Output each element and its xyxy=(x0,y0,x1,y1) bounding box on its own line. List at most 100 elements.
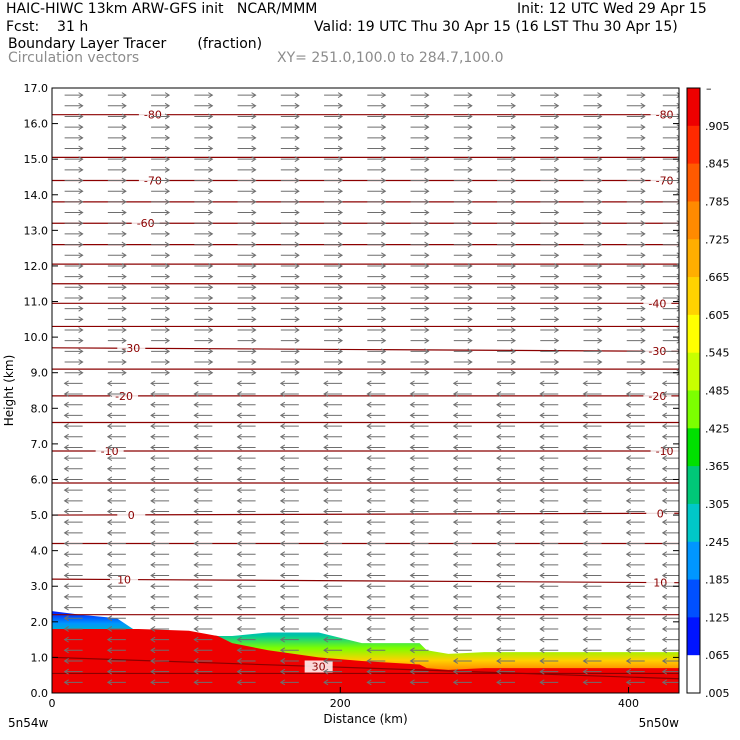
vector-arrowhead xyxy=(409,679,415,686)
vector-arrowhead xyxy=(625,636,632,643)
vector-arrowhead xyxy=(236,615,242,622)
vector-arrowhead xyxy=(676,113,679,120)
vector-arrowhead xyxy=(597,145,603,152)
vector-arrowhead xyxy=(208,124,214,131)
vector-arrowhead xyxy=(323,551,329,558)
colorbar-swatch xyxy=(687,390,700,429)
vector-arrowhead xyxy=(539,433,545,440)
y-tick-label: 7.0 xyxy=(31,438,49,451)
vector-arrowhead xyxy=(496,497,502,504)
vector-arrowhead xyxy=(279,679,286,686)
vector-arrowhead xyxy=(251,145,257,152)
vector-arrowhead xyxy=(63,529,69,536)
y-tick-label: 14.0 xyxy=(24,189,49,202)
vector-arrowhead xyxy=(279,551,286,558)
vector-arrowhead xyxy=(539,647,545,654)
vector-arrowhead xyxy=(208,305,214,312)
vector-arrowhead xyxy=(323,636,329,643)
vector-arrowhead xyxy=(164,198,171,205)
vector-arrowhead xyxy=(294,134,300,141)
vector-arrowhead xyxy=(236,647,242,654)
colorbar-swatch xyxy=(687,277,700,316)
vector-arrowhead xyxy=(164,263,171,269)
vector-arrowhead xyxy=(452,465,459,472)
contour-label-bg xyxy=(131,217,160,230)
vector-arrowhead xyxy=(409,583,415,590)
vector-arrowhead xyxy=(640,369,646,376)
vector-arrowhead xyxy=(625,529,632,536)
colorbar-frame xyxy=(686,87,701,694)
vector-arrowhead xyxy=(510,263,516,269)
vector-arrowhead xyxy=(424,188,430,195)
vector-arrowhead xyxy=(193,626,199,632)
vector-arrowhead xyxy=(366,593,372,600)
vector-arrowhead xyxy=(554,284,560,291)
vector-arrowhead xyxy=(150,615,156,622)
vector-arrowhead xyxy=(78,166,84,173)
vector-arrowhead xyxy=(63,433,69,440)
vector-arrowhead xyxy=(106,433,113,440)
vector-arrowhead xyxy=(294,295,300,301)
vector-arrowhead xyxy=(294,166,300,173)
vector-arrowhead xyxy=(208,241,214,248)
vector-arrowhead xyxy=(150,626,156,632)
vector-arrowhead xyxy=(251,113,257,120)
vector-arrowhead xyxy=(279,529,286,536)
vector-arrowhead xyxy=(78,134,84,141)
vector-arrowhead xyxy=(279,647,286,654)
vector-arrowhead xyxy=(78,348,84,355)
vector-arrowhead xyxy=(164,359,171,365)
vector-arrowhead xyxy=(366,647,372,654)
vector-arrowhead xyxy=(294,252,300,259)
vector-arrowhead xyxy=(452,658,459,664)
vector-arrowhead xyxy=(337,305,344,312)
vector-arrowhead xyxy=(676,188,679,195)
vector-arrowhead xyxy=(78,252,84,259)
vector-arrowhead xyxy=(539,476,545,483)
vector-arrowhead xyxy=(597,92,603,99)
vector-arrowhead xyxy=(424,166,430,173)
vector-arrowhead xyxy=(625,626,632,632)
colorbar-label: .905 xyxy=(705,120,730,133)
vector-arrowhead xyxy=(323,647,329,654)
vector-arrowhead xyxy=(625,401,632,408)
vector-arrowhead xyxy=(323,497,329,504)
vector-arrowhead xyxy=(323,540,329,547)
vector-arrowhead xyxy=(409,668,415,675)
vector-arrowhead xyxy=(251,359,257,365)
vector-arrowhead xyxy=(63,540,69,547)
vector-arrowhead xyxy=(337,369,344,376)
vector-arrowhead xyxy=(597,177,603,184)
vector-arrowhead xyxy=(381,102,387,109)
vector-arrowhead xyxy=(63,497,69,504)
vector-arrowhead xyxy=(424,295,430,301)
vector-arrowhead xyxy=(539,668,545,675)
vector-arrowhead xyxy=(452,412,459,419)
vector-arrowhead xyxy=(323,626,329,632)
vector-arrowhead xyxy=(452,433,459,440)
vector-arrowhead xyxy=(121,359,127,365)
vector-arrowhead xyxy=(251,295,257,301)
vector-arrowhead xyxy=(193,572,199,579)
vector-arrowhead xyxy=(366,380,372,387)
vector-arrowhead xyxy=(510,305,516,312)
vector-arrowhead xyxy=(625,540,632,547)
vector-arrowhead xyxy=(381,209,387,216)
vector-arrowhead xyxy=(279,465,286,472)
vector-arrowhead xyxy=(193,636,199,643)
vector-arrowhead xyxy=(625,423,632,430)
vector-arrowhead xyxy=(597,198,603,205)
colorbar-label: .485 xyxy=(705,385,730,398)
vector-arrowhead xyxy=(63,636,69,643)
vector-arrowhead xyxy=(279,391,286,397)
vector-arrowhead xyxy=(510,198,516,205)
vector-arrowhead xyxy=(63,679,69,686)
vector-arrowhead xyxy=(121,348,127,355)
vector-arrowhead xyxy=(467,316,473,323)
vector-arrowhead xyxy=(554,273,560,280)
vector-arrowhead xyxy=(539,465,545,472)
vector-arrowhead xyxy=(539,529,545,536)
vector-arrowhead xyxy=(597,359,603,365)
vector-arrowhead xyxy=(279,412,286,419)
vector-arrowhead xyxy=(625,679,632,686)
